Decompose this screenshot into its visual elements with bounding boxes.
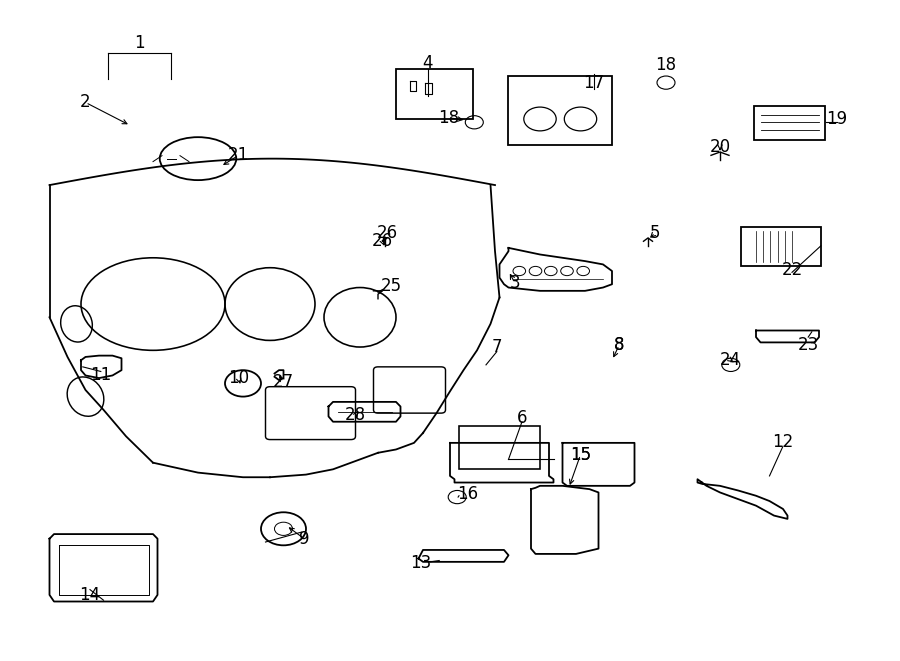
Text: 20: 20: [709, 137, 731, 156]
Text: 15: 15: [570, 446, 591, 464]
Text: 28: 28: [345, 406, 366, 424]
Text: 12: 12: [772, 432, 794, 451]
Text: 19: 19: [826, 110, 848, 128]
Text: 4: 4: [422, 54, 433, 72]
Text: 18: 18: [437, 108, 459, 127]
Text: 25: 25: [381, 276, 402, 295]
Text: 21: 21: [228, 146, 249, 165]
Text: 10: 10: [228, 369, 249, 387]
Text: 6: 6: [517, 408, 527, 427]
Text: 24: 24: [720, 351, 742, 369]
Text: 9: 9: [299, 529, 310, 548]
Text: 8: 8: [614, 336, 625, 354]
Text: 2: 2: [80, 93, 91, 112]
Text: 11: 11: [90, 366, 112, 385]
Text: 5: 5: [650, 223, 661, 242]
Text: 1: 1: [134, 34, 145, 52]
Text: 27: 27: [273, 373, 294, 391]
Text: 23: 23: [797, 336, 819, 354]
Text: 17: 17: [583, 73, 605, 92]
Text: 22: 22: [781, 260, 803, 279]
Text: 13: 13: [410, 554, 432, 572]
Text: 16: 16: [457, 485, 478, 504]
Text: 26: 26: [372, 232, 393, 251]
Text: 7: 7: [491, 338, 502, 356]
Text: 26: 26: [376, 223, 398, 242]
Text: 18: 18: [655, 56, 677, 74]
Text: 15: 15: [570, 446, 591, 464]
Text: 3: 3: [509, 274, 520, 292]
Text: 14: 14: [79, 586, 101, 604]
Text: 8: 8: [614, 336, 625, 354]
